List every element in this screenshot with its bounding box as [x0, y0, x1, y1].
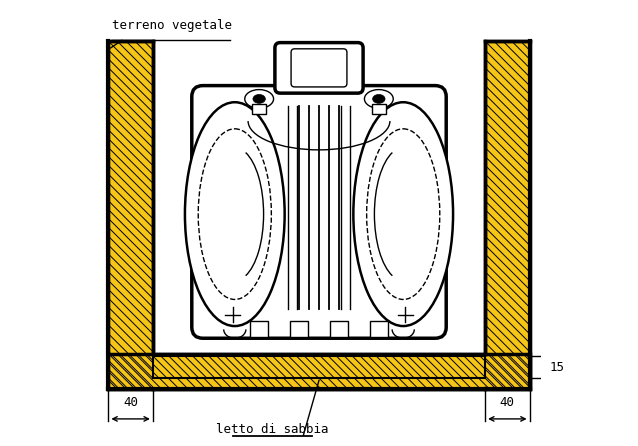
Bar [486, 41, 530, 389]
Text: 40: 40 [123, 396, 138, 409]
Text: terreno vegetale: terreno vegetale [112, 19, 232, 32]
FancyBboxPatch shape [192, 86, 446, 338]
Ellipse shape [253, 95, 265, 103]
Bar [372, 104, 386, 114]
Ellipse shape [353, 102, 453, 326]
FancyBboxPatch shape [291, 49, 347, 87]
Text: letto di sabbia: letto di sabbia [216, 423, 329, 436]
Ellipse shape [373, 95, 385, 103]
Bar [370, 321, 388, 337]
Bar [108, 354, 530, 389]
Ellipse shape [185, 102, 285, 326]
Ellipse shape [364, 90, 393, 108]
Ellipse shape [245, 90, 274, 108]
Bar [250, 321, 268, 337]
Bar [330, 321, 348, 337]
FancyBboxPatch shape [275, 43, 363, 93]
Text: 15: 15 [549, 360, 564, 374]
Bar [108, 41, 152, 389]
Bar [252, 104, 266, 114]
Bar [290, 321, 308, 337]
Bar [152, 356, 486, 378]
Text: 40: 40 [500, 396, 515, 409]
